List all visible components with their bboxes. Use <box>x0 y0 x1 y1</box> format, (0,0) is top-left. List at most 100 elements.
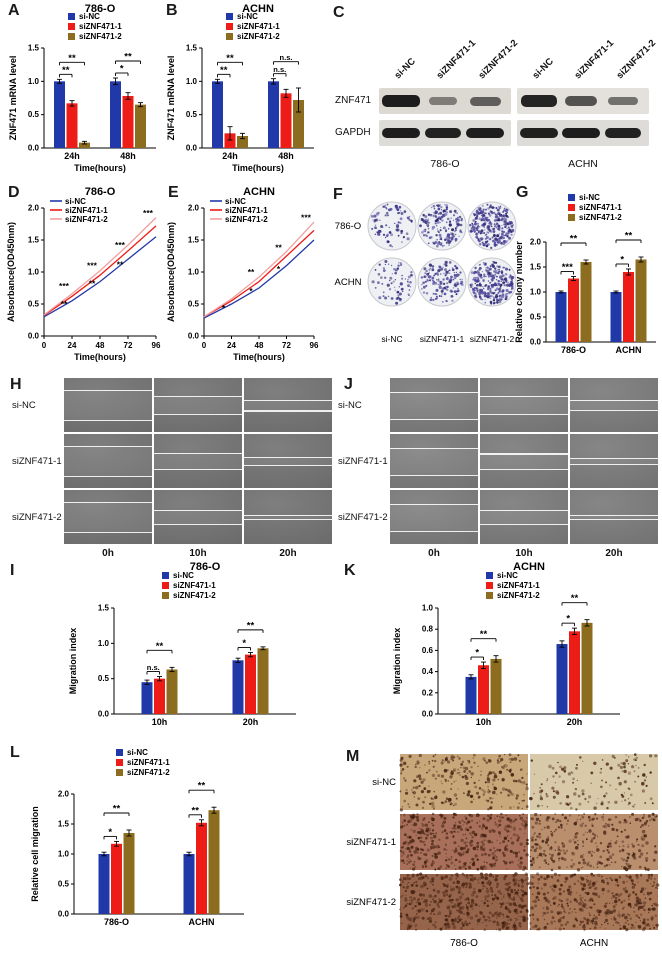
stained-cell <box>426 790 430 794</box>
legend-label: si-NC <box>225 197 246 206</box>
colony-dot <box>391 273 394 275</box>
stained-cell <box>525 853 529 857</box>
stained-cell <box>419 872 423 876</box>
colony-dot <box>456 216 459 219</box>
stained-cell <box>416 873 419 877</box>
colony-dot <box>450 217 453 220</box>
colony-dot <box>501 230 504 233</box>
stained-cell <box>413 850 418 854</box>
stained-cell <box>431 839 434 843</box>
x-category-label: 48h <box>120 151 136 161</box>
colony-dot <box>451 228 455 232</box>
stained-cell <box>646 868 650 872</box>
colony-dot <box>508 268 511 271</box>
stained-cell <box>453 824 456 827</box>
stained-cell <box>582 920 584 923</box>
stained-cell <box>476 918 481 923</box>
stained-cell <box>410 916 413 918</box>
stained-cell <box>444 779 448 782</box>
stained-cell <box>499 842 502 845</box>
x-axis-label: Time(hours) <box>74 352 126 362</box>
stained-cell <box>496 882 499 885</box>
stained-cell <box>591 838 594 841</box>
wound-image <box>390 434 478 488</box>
colony-dot <box>420 287 423 290</box>
stained-cell <box>417 902 422 906</box>
colony-dot <box>435 215 437 217</box>
stained-cell <box>424 796 427 799</box>
colony-dot <box>498 266 500 268</box>
stained-cell <box>638 917 641 919</box>
colony-dot <box>501 233 504 237</box>
colony-dot <box>433 211 436 214</box>
stained-cell <box>577 902 580 905</box>
transwell-col-label: 786-O <box>450 938 478 949</box>
wound-image <box>480 434 568 488</box>
stained-cell <box>631 843 634 846</box>
colony-dot <box>487 227 490 231</box>
significance-label: ** <box>571 593 579 604</box>
stained-cell <box>566 921 569 924</box>
stained-cell <box>419 893 423 897</box>
stained-cell <box>503 896 505 898</box>
colony-dot <box>452 278 455 280</box>
stained-cell <box>480 875 484 879</box>
colony-dot <box>391 245 394 248</box>
stained-cell <box>555 828 557 831</box>
stained-cell <box>627 852 631 856</box>
significance-label: * <box>249 286 253 296</box>
stained-cell <box>611 823 614 826</box>
colony-dot <box>500 270 504 274</box>
significance-label: * <box>620 255 624 266</box>
colony-dot <box>448 236 451 239</box>
stained-cell <box>517 905 520 907</box>
colony-dot <box>505 215 508 217</box>
stained-cell <box>529 922 532 925</box>
stained-cell <box>507 908 510 911</box>
colony-dot <box>446 288 449 291</box>
colony-dot <box>505 281 508 283</box>
stained-cell <box>488 829 492 833</box>
stained-cell <box>588 829 592 833</box>
stained-cell <box>442 882 445 886</box>
stained-cell <box>415 785 419 790</box>
colony-dot <box>422 291 426 294</box>
stained-cell <box>486 900 489 903</box>
stained-cell <box>453 905 457 909</box>
stained-cell <box>462 833 465 836</box>
stained-cell <box>630 793 633 797</box>
colony-dot <box>441 293 443 295</box>
stained-cell <box>540 814 542 816</box>
stained-cell <box>458 860 461 863</box>
colony-dot <box>482 211 485 213</box>
stained-cell <box>446 856 448 858</box>
stained-cell <box>561 767 565 771</box>
stained-cell <box>517 882 520 885</box>
y-tick-label: 2.0 <box>530 238 542 247</box>
stained-cell <box>482 887 484 890</box>
stained-cell <box>566 902 569 905</box>
significance-label: ** <box>220 65 228 76</box>
stained-cell <box>471 819 473 822</box>
stained-cell <box>594 922 598 926</box>
stained-cell <box>640 913 643 916</box>
stained-cell <box>483 759 486 762</box>
stained-cell <box>484 826 488 830</box>
wound-edge-line <box>390 503 478 505</box>
y-tick-label: 0.0 <box>28 144 40 153</box>
stained-cell <box>591 899 594 902</box>
colony-dot <box>499 205 502 208</box>
stained-cell <box>472 846 477 851</box>
stained-cell <box>476 858 479 861</box>
stained-cell <box>531 876 534 878</box>
stained-cell <box>554 813 557 816</box>
stained-cell <box>465 884 469 888</box>
colony-dot <box>503 281 505 284</box>
stained-cell <box>496 793 498 795</box>
colony-dot <box>488 223 490 225</box>
stained-cell <box>621 848 625 852</box>
stained-cell <box>645 820 649 823</box>
stained-cell <box>563 851 567 855</box>
stained-cell <box>518 759 521 762</box>
